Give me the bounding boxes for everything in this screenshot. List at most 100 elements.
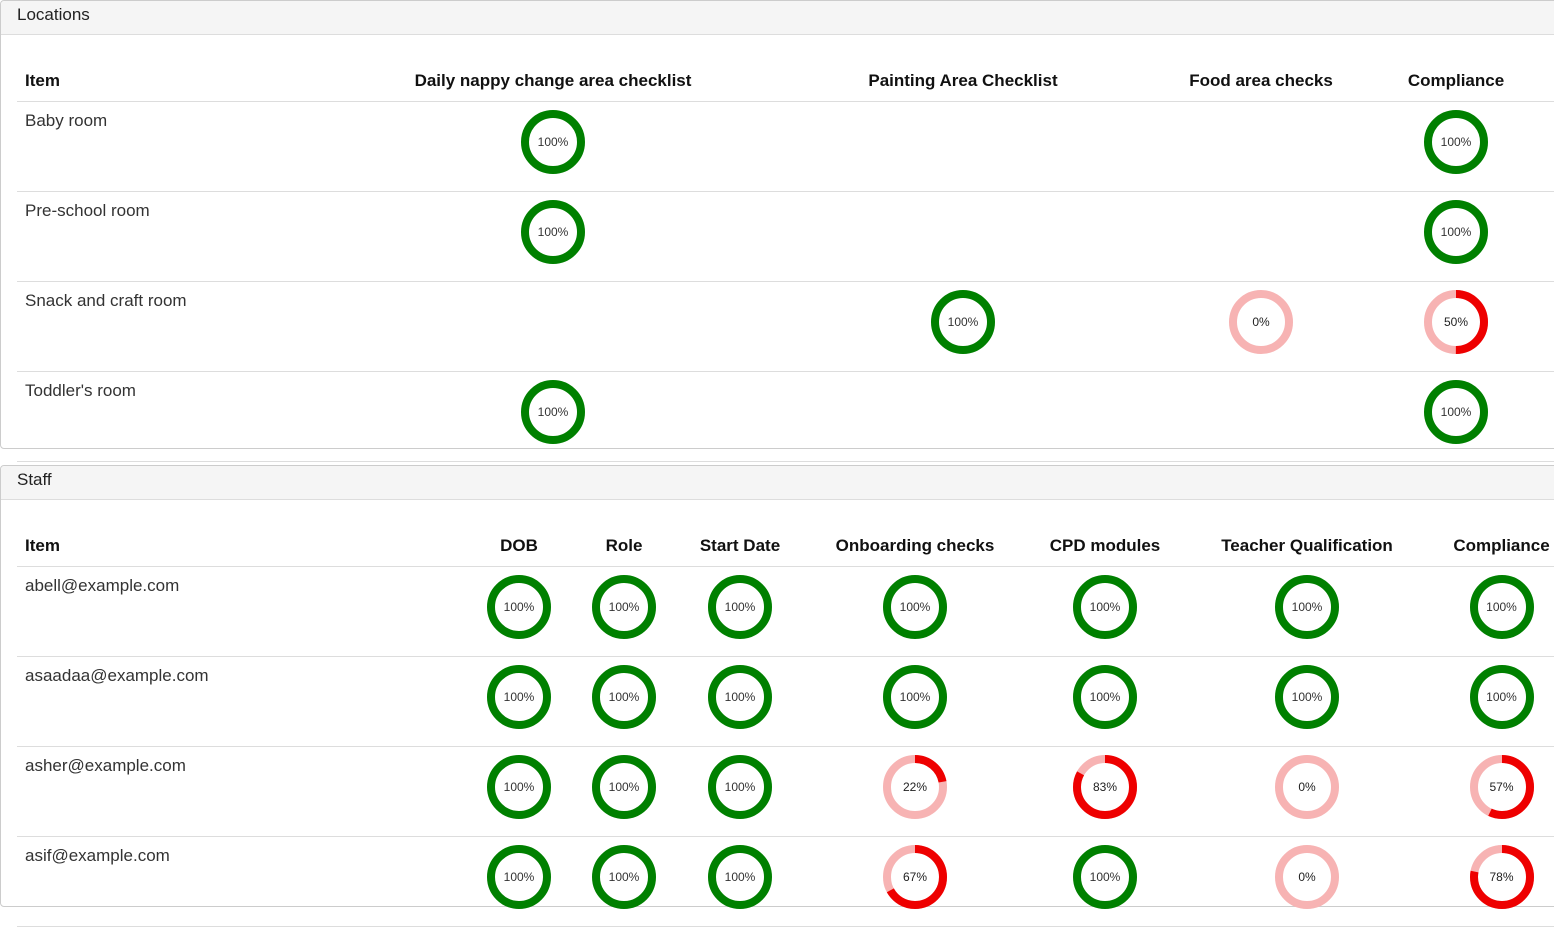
compliance-ring: 0%	[1275, 845, 1339, 909]
compliance-ring: 100%	[708, 755, 772, 819]
table-cell: 100%	[677, 656, 803, 747]
ring-track	[1275, 665, 1339, 729]
ring-percent-label: 100%	[503, 690, 535, 704]
table-cell: 100%	[571, 836, 677, 927]
column-header: Teacher Qualification	[1183, 500, 1431, 567]
compliance-ring: 100%	[1073, 845, 1137, 909]
ring-percent-label: 100%	[608, 780, 640, 794]
compliance-ring: 100%	[708, 665, 772, 729]
ring-track	[592, 665, 656, 729]
table-cell	[347, 281, 759, 372]
compliance-ring: 100%	[1073, 575, 1137, 639]
table-cell	[1167, 191, 1355, 282]
row-item-label: Baby room	[17, 101, 347, 192]
ring-track	[592, 575, 656, 639]
table-cell: 50%	[1355, 281, 1554, 372]
compliance-ring: 100%	[1469, 575, 1534, 639]
ring-percent-label: 100%	[1440, 405, 1472, 419]
row-item-label: asher@example.com	[17, 746, 467, 837]
ring-track	[1469, 575, 1534, 639]
table-cell: 22%	[803, 746, 1027, 837]
ring-track	[708, 575, 772, 639]
locations-panel-title: Locations	[1, 1, 1554, 35]
compliance-ring: 100%	[521, 380, 585, 444]
ring-percent-label: 100%	[899, 600, 931, 614]
compliance-ring: 100%	[708, 575, 772, 639]
compliance-ring: 100%	[1275, 665, 1339, 729]
ring-track	[521, 380, 585, 444]
compliance-ring: 100%	[1424, 380, 1488, 444]
column-header: Item	[17, 35, 347, 102]
ring-percent-label: 100%	[1440, 225, 1472, 239]
ring-chart	[521, 380, 585, 444]
ring-progress-arc	[1469, 755, 1534, 819]
ring-percent-label: 100%	[947, 315, 979, 329]
compliance-ring: 100%	[1424, 110, 1488, 174]
ring-chart	[592, 665, 656, 729]
ring-percent-label: 100%	[1440, 135, 1472, 149]
compliance-ring: 100%	[708, 845, 772, 909]
column-header: DOB	[467, 500, 571, 567]
table-cell: 78%	[1431, 836, 1554, 927]
table-cell: 100%	[1027, 566, 1183, 657]
column-header: CPD modules	[1027, 500, 1183, 567]
table-cell: 0%	[1183, 836, 1431, 927]
ring-track	[883, 575, 947, 639]
ring-progress-arc	[1424, 290, 1488, 354]
ring-chart	[1469, 665, 1534, 729]
ring-chart	[1073, 575, 1137, 639]
ring-chart	[487, 665, 551, 729]
ring-percent-label: 100%	[537, 135, 569, 149]
ring-chart	[592, 755, 656, 819]
table-row: Toddler's room 100% 100%	[17, 371, 1554, 462]
table-cell: 100%	[677, 746, 803, 837]
ring-track	[1469, 665, 1534, 729]
ring-percent-label: 57%	[1489, 780, 1514, 794]
table-cell: 100%	[1027, 836, 1183, 927]
ring-chart	[521, 110, 585, 174]
table-cell: 0%	[1183, 746, 1431, 837]
ring-chart	[1275, 755, 1339, 819]
ring-track	[1424, 380, 1488, 444]
staff-table: Item DOB Role Start Date Onboarding checks CP…	[17, 500, 1554, 927]
column-header: Food area checks	[1167, 35, 1355, 102]
column-header: Compliance	[1431, 500, 1554, 567]
table-cell: 100%	[803, 656, 1027, 747]
ring-percent-label: 100%	[724, 690, 756, 704]
column-header: Start Date	[677, 500, 803, 567]
ring-track	[1073, 665, 1137, 729]
ring-percent-label: 100%	[1291, 690, 1323, 704]
compliance-ring: 100%	[521, 200, 585, 264]
compliance-ring: 100%	[592, 755, 656, 819]
ring-percent-label: 67%	[902, 870, 928, 884]
table-cell: 100%	[347, 191, 759, 282]
table-cell: 0%	[1167, 281, 1355, 372]
ring-percent-label: 0%	[1298, 870, 1316, 884]
table-cell	[1167, 101, 1355, 192]
table-row: abell@example.com 100% 100% 100% 100% 100% 100…	[17, 566, 1554, 657]
ring-chart	[521, 200, 585, 264]
ring-track	[1424, 110, 1488, 174]
ring-percent-label: 100%	[503, 780, 535, 794]
row-item-label: asif@example.com	[17, 836, 467, 927]
ring-percent-label: 100%	[1486, 600, 1517, 614]
ring-chart	[883, 575, 947, 639]
ring-progress-arc	[883, 755, 947, 819]
locations-table: Item Daily nappy change area checklist Pai…	[17, 35, 1554, 462]
ring-chart	[1424, 290, 1488, 354]
table-cell	[759, 191, 1167, 282]
compliance-ring: 100%	[1073, 665, 1137, 729]
ring-chart	[883, 755, 947, 819]
ring-track	[487, 575, 551, 639]
table-cell: 100%	[1355, 101, 1554, 192]
ring-track	[487, 755, 551, 819]
compliance-ring: 100%	[487, 845, 551, 909]
ring-chart	[1424, 200, 1488, 264]
ring-percent-label: 100%	[537, 225, 569, 239]
ring-percent-label: 100%	[503, 600, 535, 614]
ring-percent-label: 50%	[1443, 315, 1469, 329]
compliance-ring: 100%	[487, 755, 551, 819]
ring-track	[592, 755, 656, 819]
ring-chart	[931, 290, 995, 354]
ring-track	[708, 755, 772, 819]
